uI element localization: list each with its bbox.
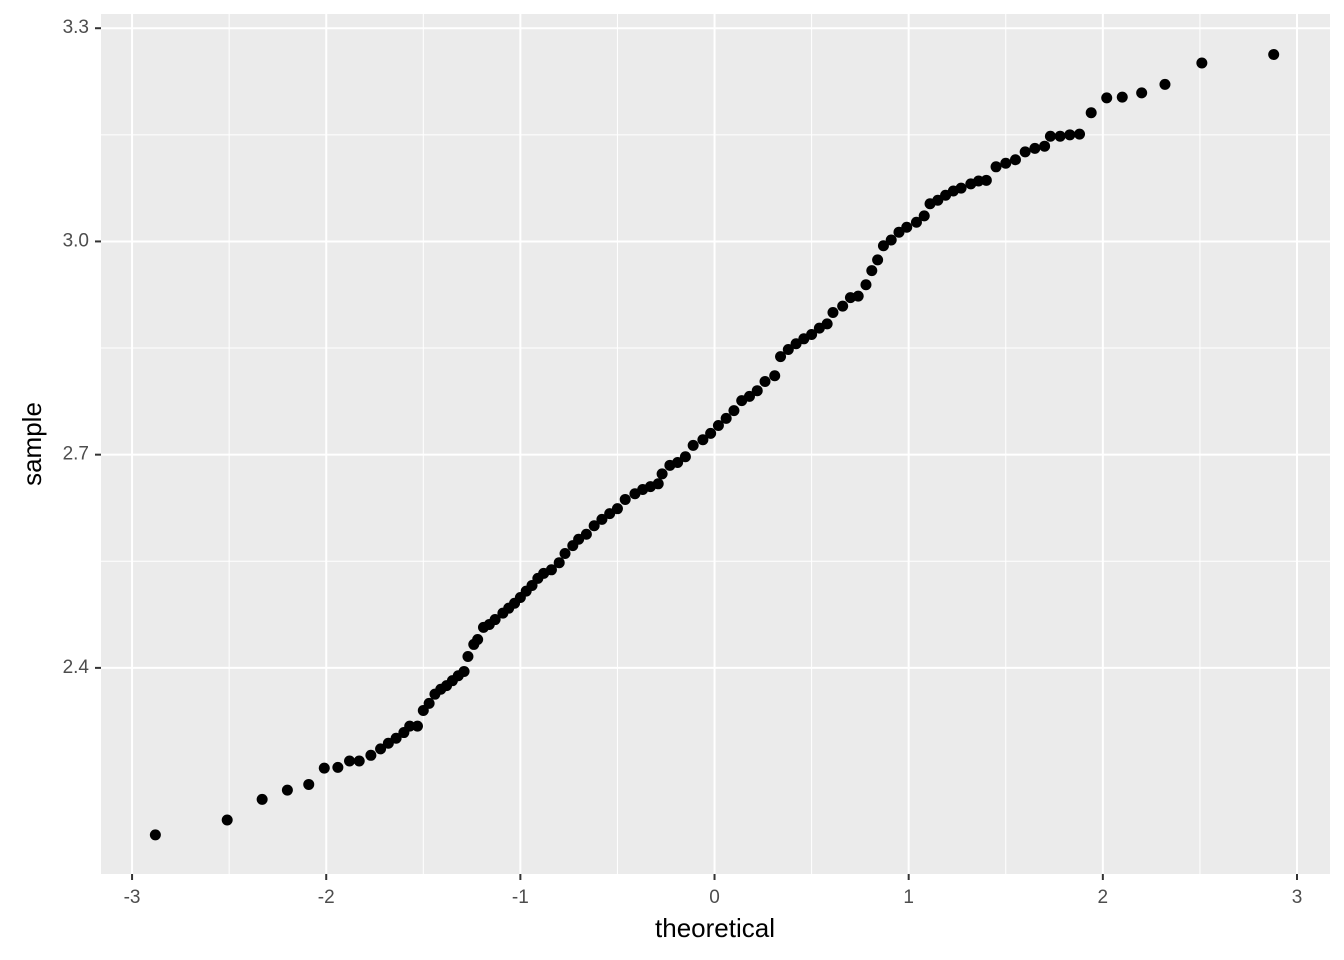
point <box>1101 92 1113 104</box>
point <box>580 528 592 540</box>
point <box>332 761 344 773</box>
y-tick-label: 2.4 <box>63 657 90 678</box>
point <box>318 762 330 774</box>
point <box>1064 129 1076 141</box>
point <box>281 784 293 796</box>
point <box>596 513 608 525</box>
point <box>782 343 794 355</box>
point <box>559 547 571 559</box>
point <box>980 174 992 186</box>
point <box>553 557 565 569</box>
point <box>545 564 557 576</box>
y-axis-title: sample <box>17 402 47 486</box>
y-tick-label: 3.0 <box>63 230 89 251</box>
point <box>679 451 691 463</box>
point <box>877 240 889 252</box>
point <box>990 161 1002 173</box>
point <box>423 697 435 709</box>
x-tick-label: 2 <box>1098 887 1109 908</box>
point <box>743 390 755 402</box>
y-tick-label: 2.7 <box>63 444 89 465</box>
point <box>759 375 771 387</box>
point <box>611 503 623 515</box>
point <box>672 456 684 468</box>
y-tick-label: 3.3 <box>63 17 89 38</box>
point <box>1019 146 1031 158</box>
point <box>697 434 709 446</box>
point <box>1029 142 1041 154</box>
point <box>365 749 377 761</box>
point <box>256 793 268 805</box>
point <box>652 478 664 490</box>
point <box>462 651 474 663</box>
x-tick-label: 1 <box>903 887 914 908</box>
point <box>687 439 699 451</box>
x-tick-label: -1 <box>512 887 529 908</box>
point <box>852 290 864 302</box>
point <box>1074 128 1086 140</box>
point <box>1000 157 1012 169</box>
point <box>390 732 402 744</box>
point <box>472 633 484 645</box>
point <box>1039 140 1051 152</box>
point <box>918 210 930 222</box>
point <box>866 265 878 277</box>
point <box>458 665 470 677</box>
point <box>837 300 849 312</box>
point <box>720 412 732 424</box>
point <box>411 720 423 732</box>
point <box>656 468 668 480</box>
point <box>489 614 501 626</box>
point <box>404 720 416 732</box>
point <box>885 234 897 246</box>
x-axis-title: theoretical <box>655 913 775 943</box>
point <box>860 279 872 291</box>
point <box>1009 154 1021 166</box>
point <box>955 182 967 194</box>
point <box>728 405 740 417</box>
point <box>619 493 631 505</box>
point <box>821 318 833 330</box>
point <box>303 778 315 790</box>
point <box>806 329 818 341</box>
x-tick-label: -2 <box>318 887 335 908</box>
point <box>149 829 161 841</box>
point <box>588 520 600 532</box>
point <box>344 755 356 767</box>
point <box>353 755 365 767</box>
point <box>901 221 913 233</box>
point <box>872 254 884 266</box>
x-tick-label: 3 <box>1292 887 1303 908</box>
point <box>1268 49 1280 61</box>
point <box>712 420 724 432</box>
point <box>1159 78 1171 90</box>
point <box>910 216 922 228</box>
point <box>1136 87 1148 99</box>
point <box>769 370 781 382</box>
point <box>375 743 387 755</box>
point <box>1116 91 1128 103</box>
point <box>1054 130 1066 142</box>
point <box>221 814 233 826</box>
point <box>827 307 839 319</box>
point <box>775 351 787 363</box>
point <box>751 385 763 397</box>
x-tick-label: 0 <box>709 887 720 908</box>
point <box>1044 130 1056 142</box>
x-tick-label: -3 <box>124 887 141 908</box>
point <box>1196 57 1208 69</box>
point <box>705 427 717 439</box>
point <box>1085 107 1097 119</box>
